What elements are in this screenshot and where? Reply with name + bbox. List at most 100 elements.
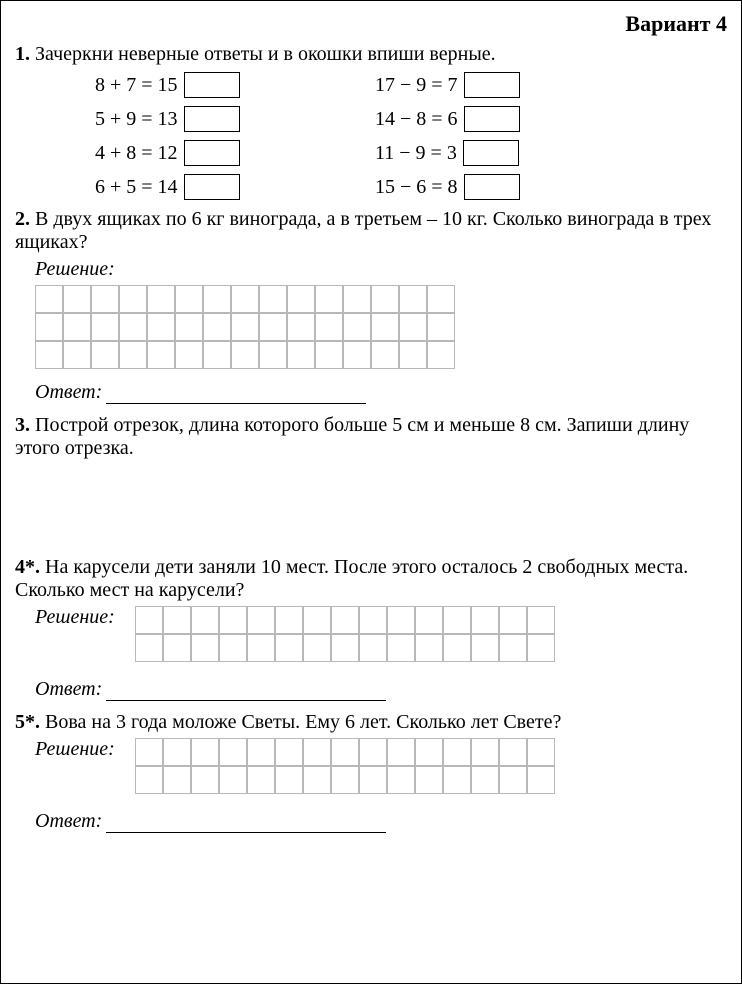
grid-cell[interactable] [315, 341, 343, 369]
grid-cell[interactable] [275, 738, 303, 766]
grid-cell[interactable] [259, 313, 287, 341]
grid-cell[interactable] [203, 285, 231, 313]
answer-underline[interactable] [106, 814, 386, 833]
grid-cell[interactable] [399, 341, 427, 369]
grid-cell[interactable] [135, 634, 163, 662]
grid-cell[interactable] [499, 738, 527, 766]
grid-cell[interactable] [443, 606, 471, 634]
grid-cell[interactable] [119, 341, 147, 369]
grid-cell[interactable] [191, 606, 219, 634]
grid-cell[interactable] [527, 606, 555, 634]
grid-cell[interactable] [315, 285, 343, 313]
grid-cell[interactable] [287, 341, 315, 369]
grid-cell[interactable] [247, 738, 275, 766]
grid-cell[interactable] [119, 285, 147, 313]
solution-grid[interactable] [135, 606, 555, 662]
grid-cell[interactable] [175, 313, 203, 341]
grid-cell[interactable] [163, 766, 191, 794]
grid-cell[interactable] [63, 285, 91, 313]
grid-cell[interactable] [35, 285, 63, 313]
grid-cell[interactable] [219, 634, 247, 662]
grid-cell[interactable] [399, 313, 427, 341]
grid-cell[interactable] [443, 634, 471, 662]
grid-cell[interactable] [119, 313, 147, 341]
answer-box[interactable] [464, 174, 520, 200]
grid-cell[interactable] [415, 766, 443, 794]
grid-cell[interactable] [387, 766, 415, 794]
answer-box[interactable] [184, 106, 240, 132]
grid-cell[interactable] [303, 738, 331, 766]
grid-cell[interactable] [203, 341, 231, 369]
grid-cell[interactable] [191, 766, 219, 794]
grid-cell[interactable] [527, 738, 555, 766]
grid-cell[interactable] [331, 634, 359, 662]
answer-box[interactable] [184, 174, 240, 200]
answer-box[interactable] [464, 72, 520, 98]
grid-cell[interactable] [191, 738, 219, 766]
grid-cell[interactable] [499, 766, 527, 794]
grid-cell[interactable] [147, 341, 175, 369]
solution-grid[interactable] [135, 738, 555, 794]
grid-cell[interactable] [331, 606, 359, 634]
grid-cell[interactable] [371, 285, 399, 313]
grid-cell[interactable] [163, 606, 191, 634]
grid-cell[interactable] [427, 313, 455, 341]
grid-cell[interactable] [471, 606, 499, 634]
grid-cell[interactable] [359, 738, 387, 766]
grid-cell[interactable] [247, 634, 275, 662]
grid-cell[interactable] [219, 606, 247, 634]
grid-cell[interactable] [415, 738, 443, 766]
answer-box[interactable] [184, 140, 240, 166]
grid-cell[interactable] [415, 634, 443, 662]
grid-cell[interactable] [147, 285, 175, 313]
grid-cell[interactable] [343, 313, 371, 341]
grid-cell[interactable] [303, 634, 331, 662]
grid-cell[interactable] [499, 634, 527, 662]
grid-cell[interactable] [387, 634, 415, 662]
answer-underline[interactable] [106, 682, 386, 701]
grid-cell[interactable] [91, 285, 119, 313]
grid-cell[interactable] [259, 341, 287, 369]
grid-cell[interactable] [163, 738, 191, 766]
grid-cell[interactable] [343, 341, 371, 369]
grid-cell[interactable] [275, 606, 303, 634]
grid-cell[interactable] [527, 634, 555, 662]
answer-box[interactable] [184, 72, 240, 98]
grid-cell[interactable] [427, 285, 455, 313]
grid-cell[interactable] [259, 285, 287, 313]
grid-cell[interactable] [175, 285, 203, 313]
grid-cell[interactable] [359, 606, 387, 634]
grid-cell[interactable] [303, 766, 331, 794]
task-3-workspace[interactable] [15, 460, 727, 550]
grid-cell[interactable] [247, 766, 275, 794]
grid-cell[interactable] [219, 738, 247, 766]
grid-cell[interactable] [399, 285, 427, 313]
grid-cell[interactable] [343, 285, 371, 313]
grid-cell[interactable] [35, 341, 63, 369]
grid-cell[interactable] [247, 606, 275, 634]
grid-cell[interactable] [427, 341, 455, 369]
grid-cell[interactable] [387, 606, 415, 634]
solution-grid[interactable] [35, 285, 455, 369]
grid-cell[interactable] [471, 634, 499, 662]
grid-cell[interactable] [91, 313, 119, 341]
grid-cell[interactable] [443, 766, 471, 794]
grid-cell[interactable] [303, 606, 331, 634]
grid-cell[interactable] [287, 285, 315, 313]
answer-underline[interactable] [106, 385, 366, 404]
grid-cell[interactable] [527, 766, 555, 794]
grid-cell[interactable] [91, 341, 119, 369]
grid-cell[interactable] [231, 341, 259, 369]
grid-cell[interactable] [371, 313, 399, 341]
grid-cell[interactable] [499, 606, 527, 634]
grid-cell[interactable] [443, 738, 471, 766]
grid-cell[interactable] [135, 766, 163, 794]
grid-cell[interactable] [415, 606, 443, 634]
grid-cell[interactable] [191, 634, 219, 662]
grid-cell[interactable] [35, 313, 63, 341]
grid-cell[interactable] [175, 341, 203, 369]
grid-cell[interactable] [231, 313, 259, 341]
answer-box[interactable] [463, 140, 519, 166]
grid-cell[interactable] [331, 766, 359, 794]
grid-cell[interactable] [63, 341, 91, 369]
